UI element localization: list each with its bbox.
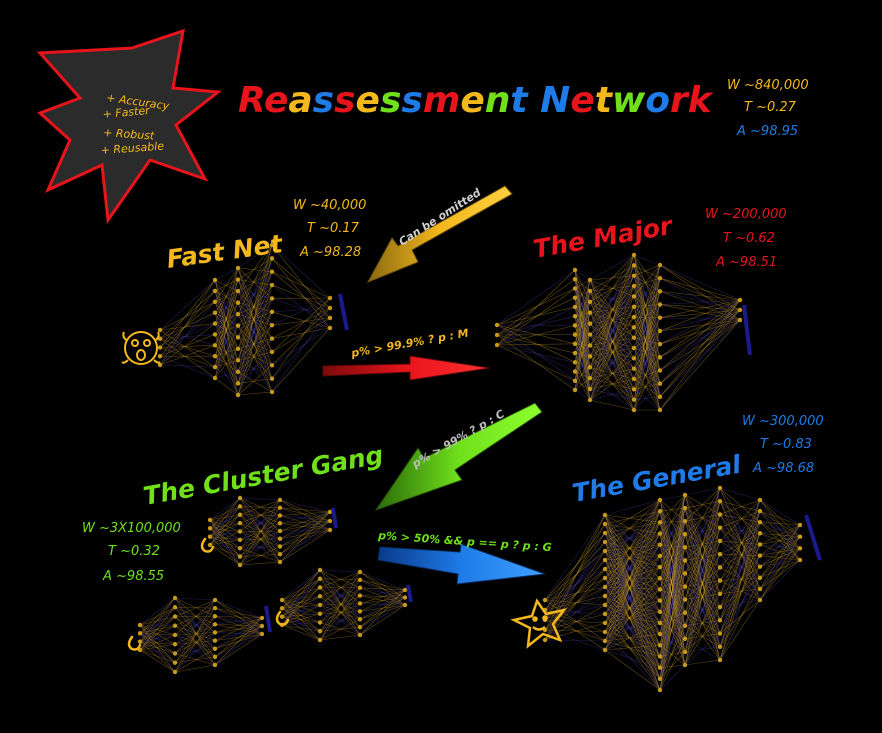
to-cluster-arrow-shape xyxy=(374,402,543,511)
the-major-title: The Major xyxy=(531,211,676,264)
cluster-gang-time: T ~0.32 xyxy=(108,544,160,559)
overall-weights: W ~840,000 xyxy=(727,78,809,93)
the-major-stats: W ~200,000 T ~0.62 A ~98.51 xyxy=(705,207,787,270)
the-major-accuracy: A ~98.51 xyxy=(715,255,777,270)
flexed-arm-icon xyxy=(127,537,290,651)
star-item-reusable: + Reusable xyxy=(100,140,164,157)
the-general-accuracy: A ~98.68 xyxy=(752,461,814,476)
to-general-arrow: p% > 50% && p == p ? p : G xyxy=(377,529,552,585)
to-major-arrow: p% > 99.9% ? p : M xyxy=(322,327,491,381)
the-major-network xyxy=(494,252,752,413)
overall-stats: W ~840,000 T ~0.27 A ~98.95 xyxy=(727,78,809,139)
cluster-gang-title: The Cluster Gang xyxy=(141,440,386,511)
the-general-network xyxy=(542,485,822,693)
overall-accuracy: A ~98.95 xyxy=(736,124,798,139)
smiling-star-icon xyxy=(510,598,568,649)
star-item-robust: + Robust xyxy=(103,126,156,143)
cluster-net-3 xyxy=(137,595,272,675)
to-general-arrow-shape xyxy=(377,543,546,585)
to-major-arrow-shape xyxy=(322,355,491,381)
to-cluster-arrow: p% > 99% ? p : C xyxy=(374,402,543,511)
overall-time: T ~0.27 xyxy=(744,100,797,115)
fast-net-accuracy: A ~98.28 xyxy=(299,245,361,260)
cluster-gang-accuracy: A ~98.55 xyxy=(102,569,164,584)
star-shape xyxy=(36,28,222,225)
the-general-time: T ~0.83 xyxy=(760,437,812,452)
the-general-stats: W ~300,000 T ~0.83 A ~98.68 xyxy=(742,414,824,476)
cluster-gang-stats: W ~3X100,000 T ~0.32 A ~98.55 xyxy=(82,521,181,584)
cluster-gang-weights: W ~3X100,000 xyxy=(82,521,181,536)
features-star-badge: + Accuracy + Faster + Robust + Reusable xyxy=(36,28,222,225)
page-title: Reassessment Network xyxy=(238,80,714,121)
fast-net-time: T ~0.17 xyxy=(307,221,360,236)
to-major-condition: p% > 99.9% ? p : M xyxy=(349,327,469,361)
cluster-net-2 xyxy=(279,567,413,643)
star-item-faster: + Faster xyxy=(102,104,152,121)
fast-net-stats: W ~40,000 T ~0.17 A ~98.28 xyxy=(293,198,366,260)
fast-net-network xyxy=(157,242,349,398)
scared-face-icon xyxy=(121,331,161,365)
the-general-weights: W ~300,000 xyxy=(742,414,824,429)
fast-net-weights: W ~40,000 xyxy=(293,198,366,213)
network-drawings xyxy=(137,242,822,693)
omit-arrow-shape xyxy=(366,185,513,283)
cluster-net-1 xyxy=(207,495,338,568)
omit-arrow: Can be omitted xyxy=(366,185,513,283)
the-major-weights: W ~200,000 xyxy=(705,207,787,222)
the-major-time: T ~0.62 xyxy=(723,231,775,246)
fast-net-title: Fast Net xyxy=(165,229,285,274)
